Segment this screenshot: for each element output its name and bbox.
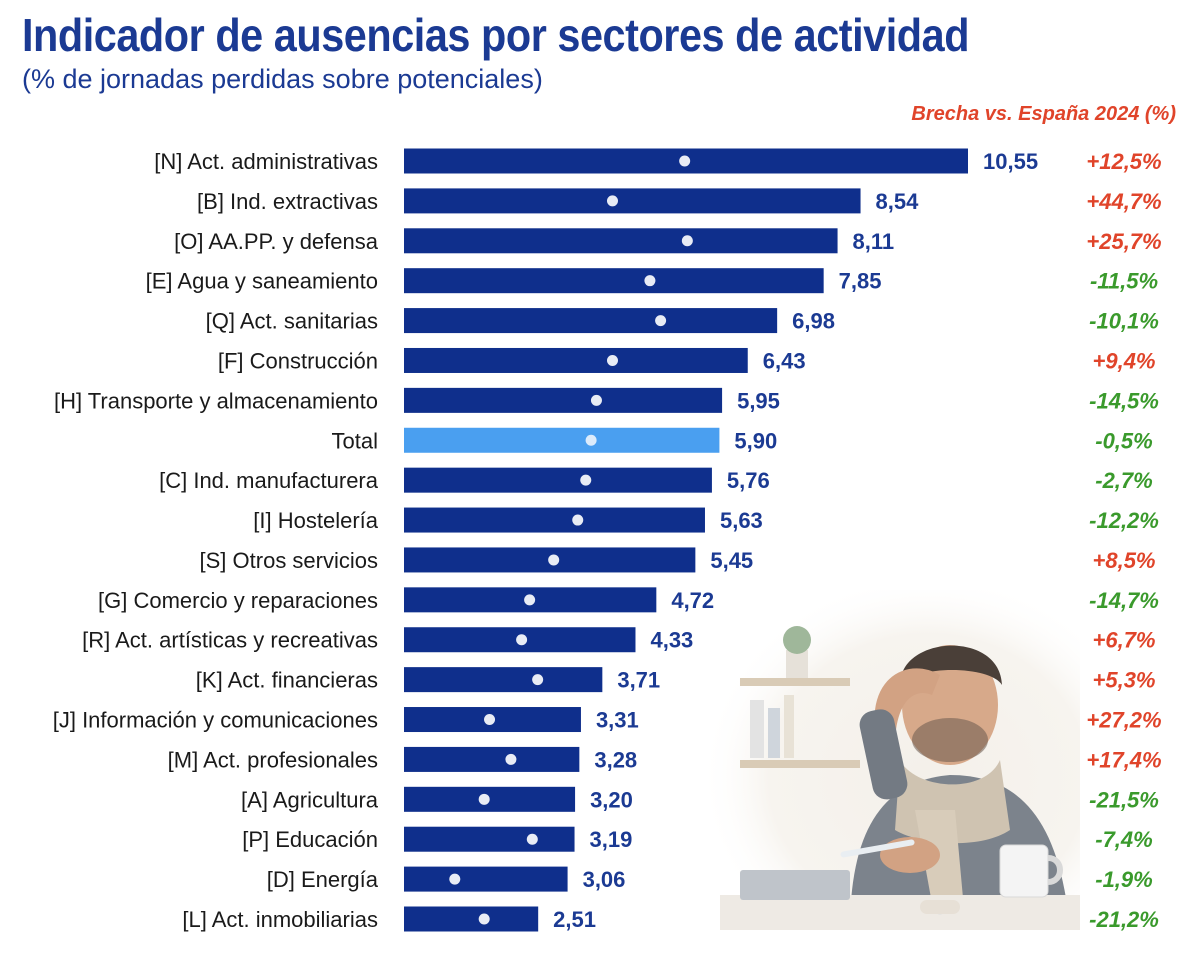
value-label: 3,06 (583, 867, 626, 892)
bar-marker-dot (478, 793, 490, 805)
gap-label: -1,9% (1095, 867, 1152, 892)
bar-total (404, 427, 720, 453)
gap-label: +12,5% (1086, 149, 1161, 174)
sick-person-illustration (700, 590, 1080, 930)
gap-label: -14,5% (1089, 388, 1159, 413)
bar-marker-dot (590, 394, 602, 406)
bar-marker-dot (484, 714, 496, 726)
bar (404, 268, 824, 294)
bar-marker-dot (505, 753, 517, 765)
gap-label: -12,2% (1089, 508, 1159, 533)
category-label: [B] Ind. extractivas (197, 189, 378, 214)
category-label: Total (332, 428, 378, 453)
value-label: 2,51 (553, 907, 596, 932)
gap-column-header: Brecha vs. España 2024 (%) (911, 103, 1176, 125)
value-label: 3,19 (590, 827, 633, 852)
value-label: 4,72 (671, 588, 714, 613)
bar (404, 347, 748, 373)
chart-title: Indicador de ausencias por sectores de a… (22, 9, 970, 61)
category-label: [P] Educación (242, 827, 378, 852)
bar (404, 308, 778, 334)
value-label: 6,43 (763, 348, 806, 373)
category-label: [C] Ind. manufacturera (159, 468, 379, 493)
bar-marker-dot (606, 354, 618, 366)
gap-label: -14,7% (1089, 588, 1159, 613)
bar-marker-dot (572, 514, 584, 526)
category-label: [H] Transporte y almacenamiento (54, 388, 378, 413)
bar (404, 667, 603, 693)
gap-label: +27,2% (1086, 708, 1161, 733)
gap-label: +8,5% (1093, 548, 1156, 573)
gap-label: -21,2% (1089, 907, 1159, 932)
bar (404, 387, 723, 413)
category-label: [J] Información y comunicaciones (53, 708, 378, 733)
value-label: 3,28 (594, 747, 637, 772)
bar-marker-dot (449, 873, 461, 885)
bar (404, 467, 712, 493)
gap-label: +17,4% (1086, 747, 1161, 772)
value-label: 5,90 (734, 428, 777, 453)
gap-label: -11,5% (1090, 269, 1158, 294)
gap-label: -21,5% (1089, 787, 1159, 812)
category-label: [F] Construcción (218, 348, 378, 373)
bar-marker-dot (524, 594, 536, 606)
value-label: 6,98 (792, 309, 835, 334)
value-label: 5,63 (720, 508, 763, 533)
value-label: 5,76 (727, 468, 770, 493)
bar (404, 826, 575, 852)
bar (404, 906, 539, 932)
value-label: 3,20 (590, 787, 633, 812)
bar-marker-dot (681, 235, 693, 247)
value-label: 4,33 (650, 628, 693, 653)
bar-marker-dot (532, 674, 544, 686)
bar-marker-dot (585, 434, 597, 446)
chart-subtitle: (% de jornadas perdidas sobre potenciale… (22, 64, 543, 94)
bar-marker-dot (516, 634, 528, 646)
bar-marker-dot (606, 195, 618, 207)
gap-label: -7,4% (1095, 827, 1152, 852)
gap-label: -2,7% (1095, 468, 1152, 493)
bar (404, 228, 838, 254)
category-label: [G] Comercio y reparaciones (98, 588, 378, 613)
category-label: [E] Agua y saneamiento (146, 269, 378, 294)
category-label: [D] Energía (267, 867, 379, 892)
value-label: 7,85 (839, 269, 882, 294)
bar-marker-dot (644, 275, 656, 287)
bar-marker-dot (679, 155, 691, 167)
gap-label: -0,5% (1095, 428, 1152, 453)
value-label: 5,95 (737, 388, 780, 413)
bar (404, 188, 861, 214)
gap-label: +5,3% (1093, 668, 1156, 693)
gap-label: +9,4% (1093, 348, 1156, 373)
bar-marker-dot (526, 833, 538, 845)
bar-marker-dot (580, 474, 592, 486)
category-label: [L] Act. inmobiliarias (182, 907, 378, 932)
gap-label: +6,7% (1093, 628, 1156, 653)
value-label: 3,71 (617, 668, 660, 693)
category-label: [O] AA.PP. y defensa (174, 229, 379, 254)
category-label: [I] Hostelería (253, 508, 378, 533)
category-label: [R] Act. artísticas y recreativas (82, 628, 378, 653)
category-label: [A] Agricultura (241, 787, 379, 812)
bar (404, 866, 568, 892)
gap-label: +25,7% (1086, 229, 1161, 254)
gap-label: -10,1% (1089, 309, 1159, 334)
bar (404, 507, 705, 533)
bar-marker-dot (478, 913, 490, 925)
value-label: 10,55 (983, 149, 1038, 174)
bar (404, 746, 580, 772)
gap-label: +44,7% (1086, 189, 1161, 214)
bar-marker-dot (655, 315, 667, 327)
value-label: 5,45 (710, 548, 753, 573)
category-label: [S] Otros servicios (200, 548, 378, 573)
bar-marker-dot (548, 554, 560, 566)
category-label: [M] Act. profesionales (168, 747, 378, 772)
category-label: [K] Act. financieras (196, 668, 378, 693)
value-label: 3,31 (596, 708, 639, 733)
category-label: [Q] Act. sanitarias (206, 309, 378, 334)
value-label: 8,54 (876, 189, 920, 214)
category-label: [N] Act. administrativas (154, 149, 378, 174)
value-label: 8,11 (853, 229, 895, 254)
